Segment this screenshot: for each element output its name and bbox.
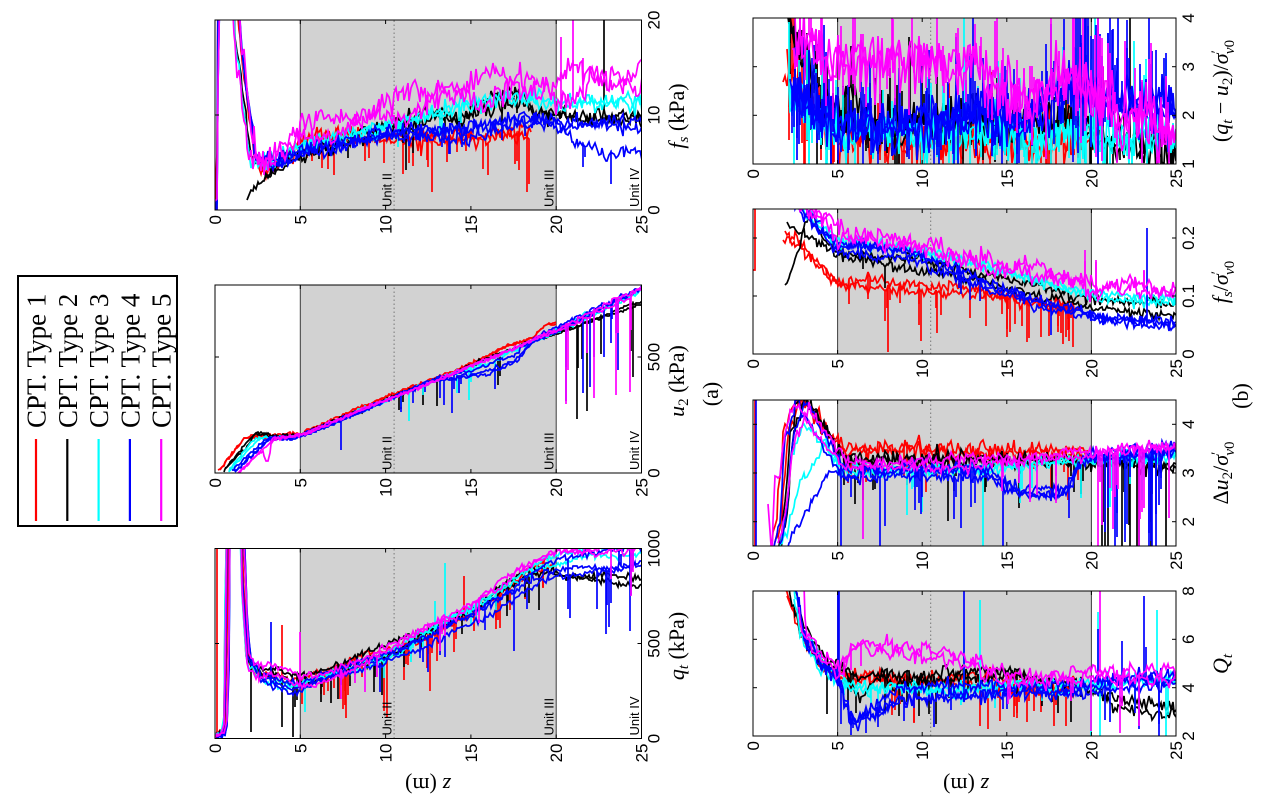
svg-text:3: 3: [1179, 62, 1198, 71]
svg-text:5: 5: [291, 744, 310, 753]
svg-text:CPT. Type 2: CPT. Type 2: [53, 294, 83, 428]
svg-text:8: 8: [1179, 586, 1198, 595]
svg-text:0: 0: [645, 205, 664, 214]
svg-text:(b): (b): [1228, 383, 1253, 409]
svg-text:1: 1: [1179, 159, 1198, 168]
svg-text:fs (kPa): fs (kPa): [664, 83, 692, 148]
svg-text:Unit IV: Unit IV: [627, 168, 642, 207]
svg-text:2: 2: [1179, 731, 1198, 740]
svg-text:Unit III: Unit III: [542, 169, 557, 207]
svg-text:Δu2/σ′v0: Δu2/σ′v0: [1208, 441, 1238, 504]
svg-text:Unit II: Unit II: [380, 173, 395, 207]
svg-text:10: 10: [377, 215, 396, 234]
svg-text:5: 5: [829, 551, 848, 560]
svg-text:0: 0: [645, 468, 664, 477]
svg-text:15: 15: [998, 359, 1017, 378]
svg-text:5: 5: [291, 478, 310, 487]
svg-text:Unit III: Unit III: [542, 698, 557, 736]
svg-text:15: 15: [462, 744, 481, 763]
svg-text:0: 0: [744, 359, 763, 368]
svg-text:CPT. Type 5: CPT. Type 5: [147, 294, 177, 428]
svg-text:z (m): z (m): [405, 773, 452, 798]
svg-text:CPT. Type 3: CPT. Type 3: [84, 294, 114, 428]
svg-text:(qt − u2)/σ′v0: (qt − u2)/σ′v0: [1208, 40, 1238, 142]
svg-text:3: 3: [1179, 468, 1198, 477]
svg-text:10: 10: [913, 741, 932, 760]
svg-text:10: 10: [645, 106, 664, 125]
svg-text:0: 0: [1179, 349, 1198, 358]
svg-text:qt (kPa): qt (kPa): [664, 612, 692, 680]
svg-text:0: 0: [744, 741, 763, 750]
svg-text:0: 0: [206, 478, 225, 487]
svg-text:15: 15: [998, 551, 1017, 570]
svg-text:0: 0: [645, 734, 664, 743]
svg-text:20: 20: [547, 478, 566, 497]
svg-text:15: 15: [998, 169, 1017, 188]
svg-text:20: 20: [645, 11, 664, 30]
svg-text:25: 25: [633, 744, 652, 763]
svg-text:25: 25: [633, 478, 652, 497]
svg-text:10: 10: [377, 744, 396, 763]
svg-text:4: 4: [1179, 683, 1198, 692]
svg-text:0: 0: [744, 169, 763, 178]
svg-text:10: 10: [377, 478, 396, 497]
svg-text:Unit III: Unit III: [542, 432, 557, 470]
svg-text:0.2: 0.2: [1179, 226, 1198, 250]
svg-text:0: 0: [206, 215, 225, 224]
svg-text:10: 10: [913, 551, 932, 570]
svg-text:Unit IV: Unit IV: [627, 696, 642, 735]
svg-text:5: 5: [829, 359, 848, 368]
svg-text:25: 25: [1167, 169, 1186, 188]
svg-text:5: 5: [829, 741, 848, 750]
svg-text:20: 20: [1082, 169, 1101, 188]
svg-text:10: 10: [913, 169, 932, 188]
svg-text:10: 10: [913, 359, 932, 378]
svg-text:6: 6: [1179, 635, 1198, 644]
svg-text:(a): (a): [698, 382, 723, 406]
svg-text:500: 500: [645, 343, 664, 371]
svg-text:5: 5: [829, 169, 848, 178]
svg-text:20: 20: [1082, 741, 1101, 760]
svg-text:CPT. Type 4: CPT. Type 4: [115, 293, 145, 428]
svg-text:20: 20: [1082, 359, 1101, 378]
svg-text:20: 20: [547, 215, 566, 234]
svg-text:15: 15: [462, 478, 481, 497]
svg-text:25: 25: [1167, 551, 1186, 570]
svg-text:u2 (kPa): u2 (kPa): [664, 345, 692, 417]
svg-text:20: 20: [547, 744, 566, 763]
svg-text:4: 4: [1179, 420, 1198, 429]
svg-text:z (m): z (m): [943, 773, 990, 798]
svg-text:20: 20: [1082, 551, 1101, 570]
svg-text:25: 25: [633, 215, 652, 234]
svg-text:5: 5: [291, 215, 310, 224]
svg-text:Unit IV: Unit IV: [627, 431, 642, 470]
svg-text:0: 0: [206, 744, 225, 753]
svg-text:2: 2: [1179, 111, 1198, 120]
svg-text:0: 0: [744, 551, 763, 560]
svg-text:fs/σ′v0: fs/σ′v0: [1208, 261, 1238, 303]
svg-text:Unit II: Unit II: [380, 702, 395, 736]
svg-text:15: 15: [462, 215, 481, 234]
svg-text:500: 500: [645, 629, 664, 657]
svg-text:4: 4: [1179, 13, 1198, 22]
svg-text:25: 25: [1167, 359, 1186, 378]
svg-text:2: 2: [1179, 517, 1198, 526]
svg-text:1000: 1000: [645, 530, 664, 568]
svg-text:0.1: 0.1: [1179, 284, 1198, 308]
svg-text:Unit II: Unit II: [380, 436, 395, 470]
svg-text:Qt: Qt: [1208, 653, 1236, 674]
svg-text:CPT. Type 1: CPT. Type 1: [22, 294, 52, 428]
svg-text:15: 15: [998, 741, 1017, 760]
svg-text:25: 25: [1167, 741, 1186, 760]
